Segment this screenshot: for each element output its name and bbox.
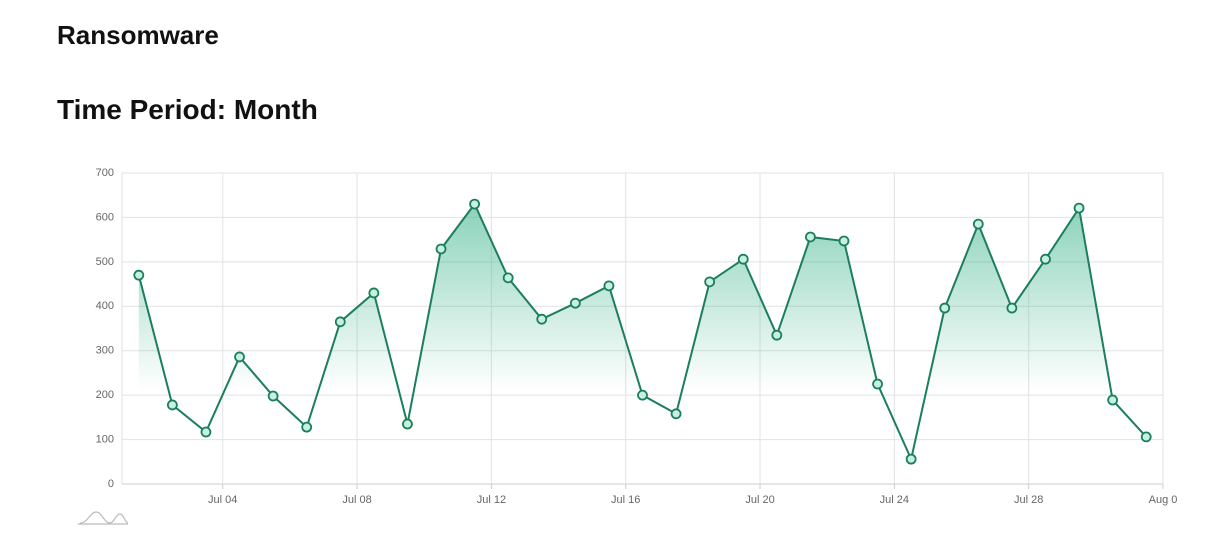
x-tick-label: Jul 16 — [611, 494, 640, 506]
point — [1006, 302, 1018, 314]
y-tick-label: 700 — [96, 167, 114, 179]
x-tick-label: Jul 20 — [745, 494, 774, 506]
point — [972, 218, 984, 230]
point — [637, 389, 648, 401]
period-title: Time Period: Month — [57, 94, 318, 125]
point — [1107, 394, 1119, 406]
point — [133, 269, 145, 281]
point — [166, 399, 178, 411]
y-tick-label: 300 — [96, 345, 114, 357]
point — [1073, 202, 1085, 214]
y-tick-label: 600 — [96, 211, 114, 223]
point — [536, 313, 548, 325]
point — [670, 408, 682, 420]
point — [1140, 431, 1152, 443]
area — [138, 204, 1147, 484]
y-tick-label: 200 — [96, 389, 114, 401]
y-tick-label: 100 — [96, 433, 114, 445]
x-tick-label: Jul 28 — [1014, 494, 1043, 506]
point — [939, 302, 951, 314]
x-tick-label: Jul 04 — [208, 494, 237, 506]
point — [334, 316, 346, 328]
point — [402, 418, 413, 430]
point — [805, 231, 816, 243]
x-tick-label: Jul 24 — [880, 494, 909, 506]
point — [569, 297, 581, 309]
point — [704, 276, 716, 288]
page-title: Ransomware — [57, 20, 219, 50]
point — [267, 390, 279, 402]
x-tick-label: Jul 08 — [342, 494, 371, 506]
point — [200, 426, 212, 438]
point — [502, 272, 514, 284]
point — [603, 280, 615, 292]
point — [469, 198, 480, 210]
point — [368, 287, 380, 299]
x-tick-label: Jul 12 — [477, 494, 506, 506]
point — [905, 453, 917, 465]
point — [737, 253, 749, 265]
point — [872, 378, 883, 390]
x-tick-label: Aug 0 — [1149, 494, 1178, 506]
point — [234, 351, 245, 363]
y-tick-label: 400 — [96, 300, 114, 312]
logo-icon — [78, 511, 129, 525]
y-tick-label: 500 — [96, 256, 114, 268]
point — [1040, 253, 1051, 265]
point — [838, 235, 850, 247]
point — [435, 243, 447, 255]
point — [301, 421, 313, 433]
point — [771, 329, 783, 341]
y-tick-label: 0 — [108, 478, 114, 490]
